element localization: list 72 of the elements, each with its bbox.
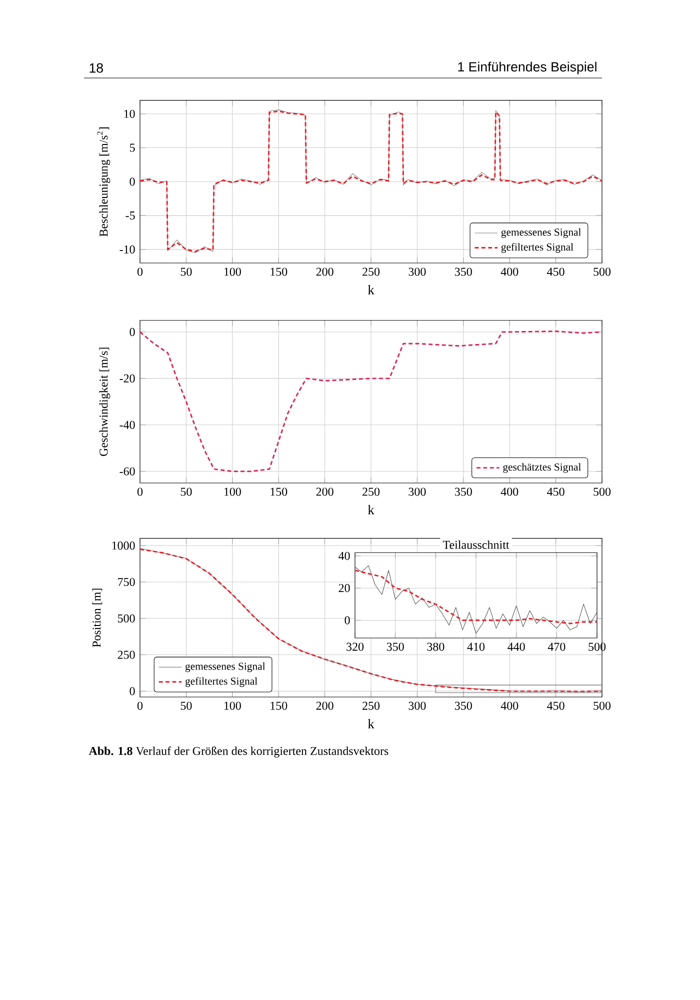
x-tick-label: 400: [500, 268, 518, 276]
x-tick-label: 200: [316, 268, 334, 276]
x-tick-label: 500: [594, 702, 611, 710]
x-tick-label: 300: [408, 702, 426, 710]
x-tick-label: 300: [408, 488, 426, 496]
x-tick-label: 450: [547, 488, 564, 496]
y-tick-label: 1000: [112, 542, 135, 550]
x-tick-label: 500: [594, 488, 611, 496]
x-tick-label: 0: [137, 488, 143, 496]
y-tick-label: 10: [124, 110, 135, 118]
legend-label: gemessenes Signal: [185, 662, 266, 672]
y-tick-label: 250: [118, 650, 135, 659]
y-tick-label: 0: [130, 178, 135, 186]
x-axis-title: k: [368, 718, 374, 728]
legend-label: gefiltertes Signal: [185, 677, 258, 687]
y-tick-label: -40: [120, 420, 135, 429]
x-tick-label: 250: [362, 702, 380, 710]
x-tick-label: 100: [224, 488, 241, 496]
x-tick-label: 500: [594, 268, 611, 276]
y-tick-label: -60: [120, 467, 135, 476]
y-tick-label: -5: [126, 212, 135, 220]
text: 18: [90, 63, 103, 73]
x-tick-label: 320: [346, 642, 364, 651]
x-tick-label: 450: [547, 702, 564, 710]
y-tick-label: 5: [130, 144, 135, 152]
x-tick-label: 470: [548, 642, 566, 651]
legend-label: gefiltertes Signal: [501, 243, 574, 253]
x-tick-label: 440: [508, 642, 525, 651]
x-tick-label: 250: [362, 268, 380, 276]
x-tick-label: 200: [316, 702, 334, 710]
x-tick-label: 100: [224, 268, 241, 276]
x-tick-label: 150: [270, 488, 288, 496]
x-tick-label: 350: [454, 488, 472, 496]
y-tick-label: 0: [130, 687, 135, 696]
chart-title: Teilausschnitt: [442, 540, 510, 549]
y-tick-label: 500: [118, 614, 135, 622]
y-tick-label: 0: [344, 616, 350, 624]
legend-label: gemessenes Signal: [501, 228, 581, 238]
x-tick-label: 200: [316, 488, 334, 496]
x-tick-label: 350: [454, 268, 472, 276]
legend-label: geschätztes Signal: [503, 463, 581, 473]
x-tick-label: 380: [427, 642, 444, 651]
x-tick-label: 300: [408, 268, 426, 276]
text: 1 Einführendes Beispiel: [458, 62, 596, 74]
line-series: [355, 565, 598, 634]
y-axis-title: Geschwindigkeit [m/s]: [99, 348, 110, 456]
y-tick-label: 0: [130, 328, 135, 336]
x-tick-label: 410: [467, 642, 485, 651]
y-tick-label: 750: [118, 578, 135, 586]
x-tick-label: 50: [180, 488, 192, 496]
y-tick-label: -10: [120, 245, 135, 254]
x-tick-label: 0: [137, 702, 143, 710]
x-tick-label: 250: [362, 488, 380, 496]
x-tick-label: 400: [500, 488, 518, 496]
x-tick-label: 350: [454, 702, 472, 710]
x-axis-title: k: [368, 504, 374, 514]
x-tick-label: 50: [180, 268, 192, 276]
x-tick-label: 0: [137, 268, 143, 276]
y-axis-title: Position [m]: [92, 588, 102, 648]
x-tick-label: 150: [270, 702, 288, 710]
text: Abb. 1.8 Verlauf der Größen des korrigierten Zustandsvektors: [88, 746, 388, 758]
y-tick-label: 40: [338, 552, 350, 560]
x-tick-label: 350: [386, 642, 404, 651]
y-axis-title: Beschleunigung [m/s$^{2}$]: [97, 127, 110, 236]
x-tick-label: 100: [224, 702, 241, 710]
x-tick-label: 150: [270, 268, 288, 276]
x-axis-title: k: [368, 284, 374, 294]
x-tick-label: 50: [180, 702, 192, 710]
x-tick-label: 400: [500, 702, 518, 710]
y-tick-label: -20: [120, 374, 135, 382]
y-tick-label: 20: [338, 584, 350, 592]
x-tick-label: 450: [547, 268, 564, 276]
